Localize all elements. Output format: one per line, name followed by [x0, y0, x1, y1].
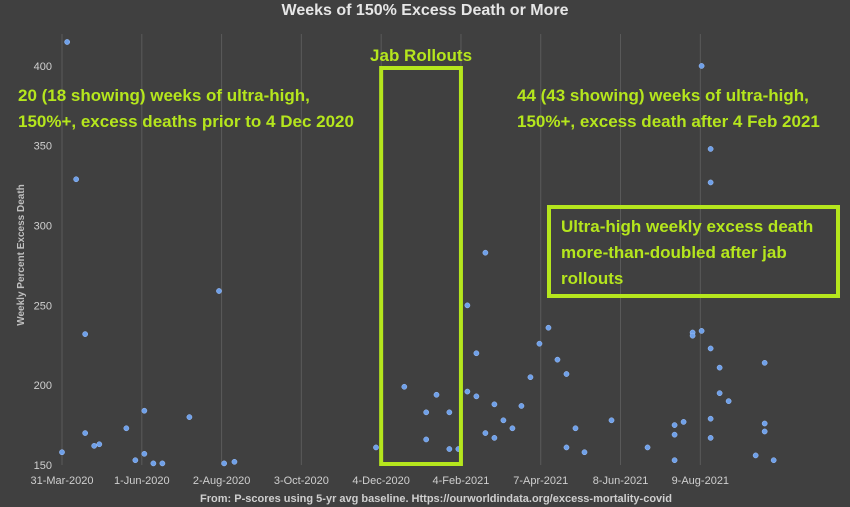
data-point-7 [123, 425, 130, 432]
data-point-2 [73, 176, 80, 183]
data-point-65 [761, 428, 768, 435]
data-point-28 [473, 393, 480, 400]
annotations: Jab Rollouts 20 (18 showing) weeks of ult… [18, 46, 840, 466]
data-point-26 [464, 388, 471, 395]
data-point-23 [446, 446, 453, 452]
conclusion-box [547, 205, 840, 298]
data-point-14 [216, 288, 222, 294]
data-point-1 [64, 39, 70, 45]
data-point-30 [482, 430, 489, 436]
data-point-64 [761, 420, 768, 427]
data-point-31 [491, 401, 498, 408]
rollout-period-box [379, 66, 463, 466]
data-point-44 [608, 417, 615, 424]
x-tick-label: 4-Dec-2020 [352, 475, 409, 487]
right-note-line-0: 44 (43 showing) weeks of ultra-high, [517, 86, 809, 105]
x-tick-label: 9-Aug-2021 [672, 475, 730, 487]
rollout-label: Jab Rollouts [370, 46, 472, 65]
data-point-49 [680, 419, 687, 425]
data-point-6 [96, 441, 103, 448]
chart-title: Weeks of 150% Excess Death or More [282, 2, 569, 19]
data-point-25 [464, 302, 471, 309]
data-point-36 [527, 374, 534, 381]
data-point-62 [752, 452, 759, 459]
data-point-33 [500, 417, 507, 424]
data-point-8 [132, 457, 139, 464]
data-point-10 [141, 450, 148, 457]
data-point-43 [581, 449, 588, 456]
data-point-35 [518, 403, 525, 409]
y-tick-label: 400 [34, 61, 52, 73]
data-point-66 [770, 457, 777, 464]
conclusion-note-line-2: rollouts [561, 269, 623, 288]
left-note-line-0: 20 (18 showing) weeks of ultra-high, [18, 86, 310, 105]
data-point-3 [82, 331, 89, 337]
x-axis-ticks: 31-Mar-2020 1-Jun-2020 2-Aug-2020 3-Oct-202… [31, 475, 730, 487]
x-tick-label: 7-Apr-2021 [513, 475, 568, 487]
y-tick-label: 250 [34, 300, 52, 312]
data-point-59 [716, 364, 723, 371]
data-point-4 [82, 430, 89, 436]
y-tick-label: 350 [34, 141, 52, 153]
data-point-34 [509, 425, 516, 432]
data-point-39 [554, 356, 561, 363]
data-point-17 [373, 444, 379, 451]
data-point-20 [423, 436, 430, 443]
source-note: From: P-scores using 5-yr avg baseline. … [200, 493, 672, 505]
data-point-15 [221, 460, 228, 467]
data-point-16 [231, 458, 238, 465]
data-point-48 [671, 457, 678, 464]
data-point-61 [725, 398, 732, 404]
data-point-5 [91, 442, 98, 449]
data-points [59, 39, 777, 467]
right-note-line-1: 150%+, excess death after 4 Feb 2021 [517, 112, 820, 131]
data-point-47 [671, 431, 678, 438]
x-tick-label: 2-Aug-2020 [193, 475, 251, 487]
data-point-0 [59, 449, 65, 456]
data-point-38 [545, 324, 552, 331]
conclusion-note-line-1: more-than-doubled after jab [561, 243, 787, 262]
data-point-40 [563, 371, 570, 377]
data-point-37 [536, 340, 543, 347]
data-point-19 [423, 409, 430, 416]
data-point-63 [761, 359, 768, 366]
conclusion-note-line-0: Ultra-high weekly excess death [561, 217, 813, 236]
data-point-22 [446, 409, 453, 416]
data-point-52 [698, 63, 705, 69]
x-tick-label: 8-Jun-2021 [593, 475, 649, 487]
x-tick-label: 4-Feb-2021 [433, 475, 490, 487]
y-tick-label: 200 [34, 380, 52, 392]
y-tick-label: 300 [34, 221, 52, 233]
data-point-27 [473, 350, 480, 357]
data-point-54 [707, 146, 714, 152]
x-tick-label: 31-Mar-2020 [31, 475, 94, 487]
data-point-58 [707, 435, 714, 441]
data-point-41 [563, 444, 570, 451]
data-point-42 [572, 425, 579, 432]
data-point-51 [689, 332, 696, 339]
data-point-56 [707, 345, 714, 352]
left-note-line-1: 150%+, excess deaths prior to 4 Dec 2020 [18, 112, 354, 131]
data-point-13 [186, 414, 193, 420]
data-point-11 [150, 460, 157, 467]
data-point-53 [698, 328, 705, 334]
data-point-57 [707, 415, 714, 422]
data-point-55 [707, 179, 714, 186]
y-axis-label: Weekly Percent Excess Death [16, 184, 27, 326]
data-point-60 [716, 390, 723, 397]
y-tick-label: 150 [34, 460, 52, 472]
data-point-18 [401, 383, 408, 390]
y-axis-ticks: 150 200 250 300 350 400 [34, 61, 52, 472]
data-point-46 [671, 422, 678, 428]
x-tick-label: 1-Jun-2020 [114, 475, 170, 487]
data-point-9 [141, 407, 148, 414]
data-point-12 [159, 460, 166, 467]
data-point-21 [433, 391, 440, 398]
x-tick-label: 3-Oct-2020 [274, 475, 329, 487]
data-point-29 [482, 249, 489, 256]
data-point-45 [644, 444, 651, 451]
data-point-32 [491, 435, 498, 441]
